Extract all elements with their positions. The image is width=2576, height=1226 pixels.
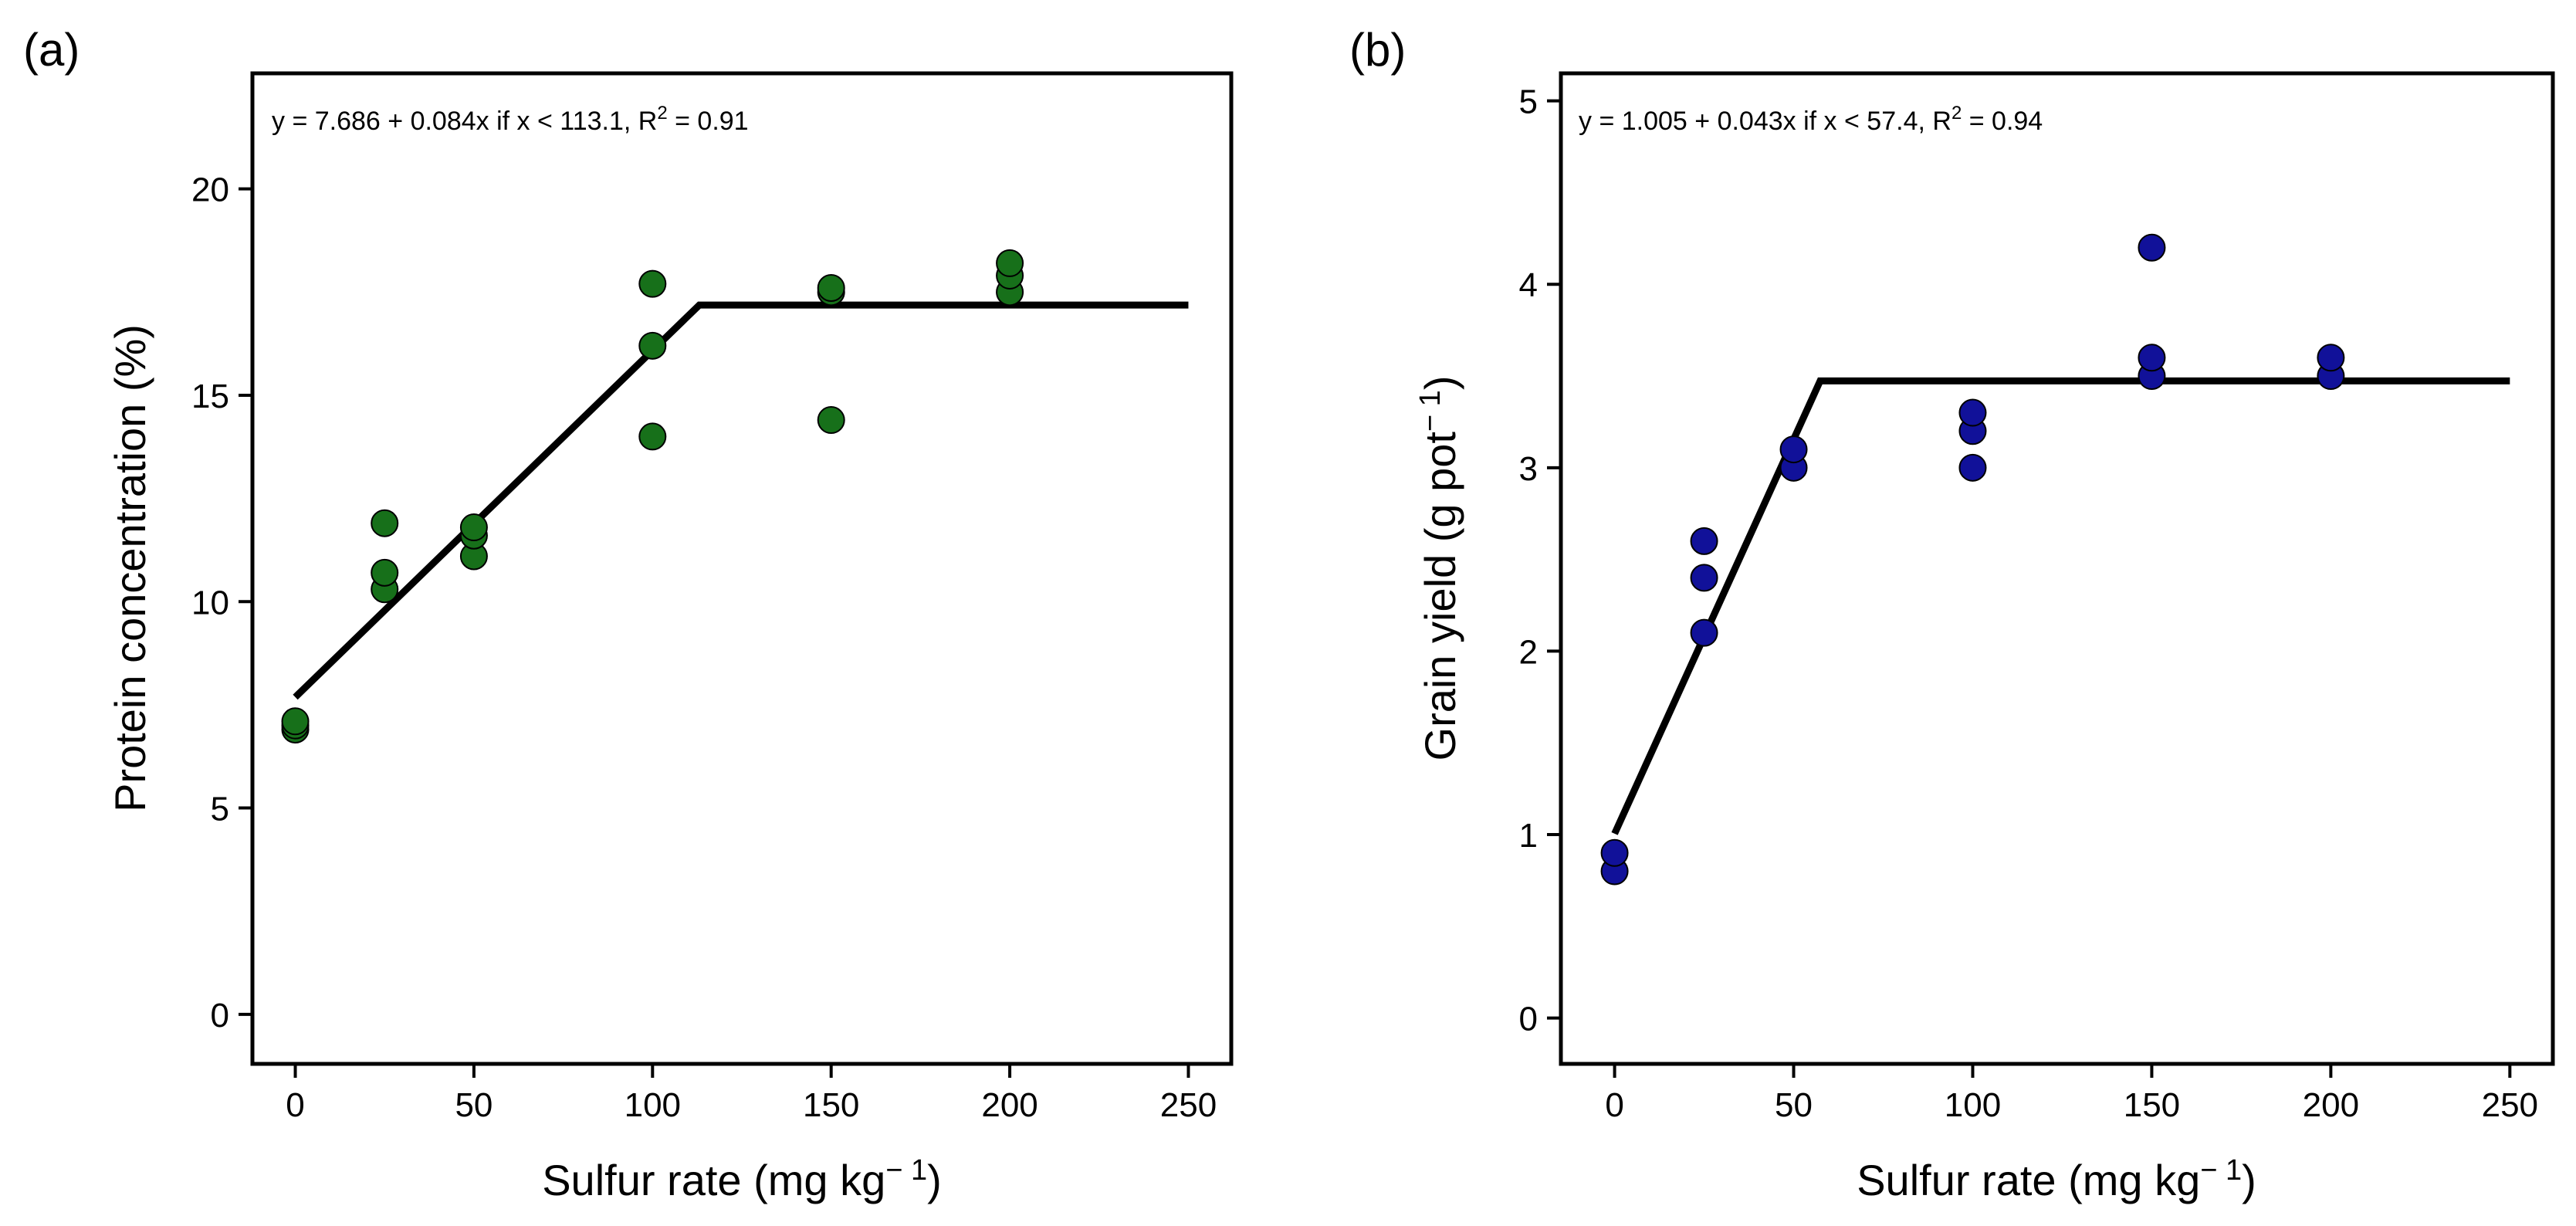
plot-frame-b xyxy=(1559,71,2555,1066)
x-tick-label-b-100: 100 xyxy=(1945,1086,2001,1124)
data-points-b xyxy=(1600,233,2345,886)
data-point-b-3 xyxy=(1690,564,1718,592)
x-tick-label-b-250: 250 xyxy=(2482,1086,2538,1124)
x-tick-label-b-150: 150 xyxy=(2124,1086,2180,1124)
fit-equation-a: y = 7.686 + 0.084x if x < 113.1, R2 = 0.… xyxy=(272,103,749,136)
data-point-a-10 xyxy=(638,331,667,360)
y-tick-label-b-1: 1 xyxy=(1519,817,1538,855)
x-tick-label-a-0: 0 xyxy=(286,1086,304,1124)
data-point-b-11 xyxy=(2138,344,2166,372)
y-tick-label-a-20: 20 xyxy=(191,171,229,209)
data-point-a-12 xyxy=(817,406,845,435)
fit-line-b xyxy=(1611,377,2510,835)
y-tick-label-a-10: 10 xyxy=(191,584,229,621)
y-tick-label-b-0: 0 xyxy=(1519,1001,1538,1038)
data-point-a-14 xyxy=(817,273,845,302)
x-axis-ticks-b: 0 50 100 150 200 250 xyxy=(1605,1064,2538,1124)
y-tick-label-b-3: 3 xyxy=(1519,450,1538,488)
x-tick-label-a-250: 250 xyxy=(1160,1086,1217,1124)
data-point-a-17 xyxy=(996,249,1024,277)
x-tick-label-a-50: 50 xyxy=(455,1086,493,1124)
x-axis-label-b: Sulfur rate (mg kg− 1) xyxy=(1857,1154,2256,1204)
panel-a: (a) y = 7.686 + 0.084x if x < 113.1, R2 … xyxy=(23,24,1234,1204)
panel-b: (b) y = 1.005 + 0.043x if x < 57.4, R2 =… xyxy=(1349,24,2555,1204)
data-point-a-11 xyxy=(638,269,667,298)
y-axis-label-b: Grain yield (g pot− 1) xyxy=(1414,376,1464,761)
y-tick-label-a-0: 0 xyxy=(211,997,229,1035)
panel-label-a: (a) xyxy=(23,24,80,76)
data-point-a-8 xyxy=(459,513,488,542)
panel-label-b: (b) xyxy=(1349,24,1406,76)
y-tick-label-b-5: 5 xyxy=(1519,83,1538,121)
data-point-b-4 xyxy=(1690,527,1718,555)
data-point-a-9 xyxy=(638,422,667,451)
x-tick-label-b-50: 50 xyxy=(1775,1086,1813,1124)
x-tick-label-b-200: 200 xyxy=(2303,1086,2359,1124)
data-point-a-2 xyxy=(281,707,310,736)
y-axis-label-a: Protein concentration (%) xyxy=(106,324,154,812)
x-tick-label-a-150: 150 xyxy=(803,1086,859,1124)
y-axis-ticks-a: 0 5 10 15 20 xyxy=(191,171,252,1035)
x-tick-label-a-200: 200 xyxy=(981,1086,1038,1124)
data-point-a-4 xyxy=(371,558,399,587)
fit-equation-b: y = 1.005 + 0.043x if x < 57.4, R2 = 0.9… xyxy=(1579,103,2043,136)
data-points-a xyxy=(281,249,1024,743)
x-axis-label-a: Sulfur rate (mg kg− 1) xyxy=(542,1154,942,1204)
data-point-b-6 xyxy=(1779,435,1808,464)
data-point-b-12 xyxy=(2138,233,2166,262)
x-axis-ticks-a: 0 50 100 150 200 250 xyxy=(286,1064,1217,1124)
data-point-b-7 xyxy=(1958,453,1987,482)
data-point-b-2 xyxy=(1690,618,1718,647)
data-point-b-14 xyxy=(2317,344,2345,372)
data-point-a-5 xyxy=(371,509,399,537)
data-point-b-9 xyxy=(1958,398,1987,427)
y-tick-label-b-4: 4 xyxy=(1519,266,1538,304)
x-tick-label-a-100: 100 xyxy=(625,1086,681,1124)
plot-frame-a xyxy=(250,71,1234,1066)
y-axis-ticks-b: 0 1 2 3 4 5 xyxy=(1519,83,1561,1038)
y-tick-label-b-2: 2 xyxy=(1519,633,1538,671)
y-tick-label-a-15: 15 xyxy=(191,378,229,415)
y-tick-label-a-5: 5 xyxy=(211,791,229,828)
x-tick-label-b-0: 0 xyxy=(1605,1086,1623,1124)
data-point-b-1 xyxy=(1600,838,1629,867)
fit-line-a xyxy=(293,301,1189,700)
